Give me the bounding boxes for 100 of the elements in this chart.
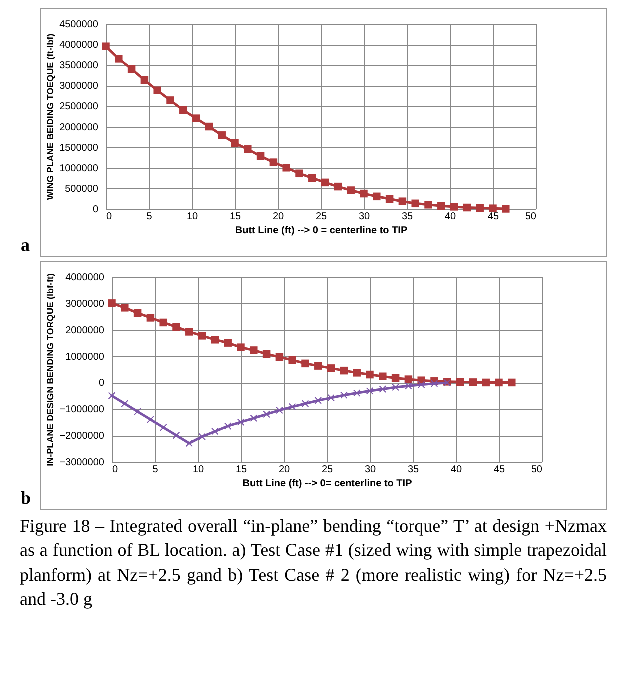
- point: [237, 344, 245, 352]
- point: [160, 318, 168, 327]
- x-tick-label: 10: [186, 212, 198, 222]
- point: [121, 304, 129, 312]
- point: [224, 422, 232, 430]
- point: [296, 170, 304, 178]
- point: [353, 390, 361, 397]
- point: [115, 55, 123, 63]
- point: [134, 408, 142, 416]
- point: [180, 106, 188, 114]
- point: [386, 195, 394, 204]
- x-tick-label: 25: [322, 464, 334, 476]
- x-axis-title: Butt Line (ft) --> 0= centerline to TIP: [242, 478, 413, 490]
- y-tick-label: −1000000: [60, 404, 105, 416]
- point: [263, 410, 270, 418]
- point: [463, 204, 472, 212]
- point: [211, 336, 220, 344]
- point: [404, 376, 413, 384]
- text: a: [21, 235, 30, 256]
- point: [172, 323, 180, 332]
- point: [360, 190, 368, 198]
- point: [186, 328, 194, 336]
- y-tick-label: 3000000: [60, 81, 99, 92]
- point: [128, 65, 136, 74]
- point: [366, 370, 374, 379]
- x-tick-label: 30: [358, 212, 370, 222]
- point: [288, 356, 296, 364]
- y-tick-label: 3500000: [60, 60, 99, 72]
- point: [476, 204, 484, 212]
- x-tick-label: 15: [236, 464, 248, 476]
- point: [154, 86, 162, 94]
- point: [218, 132, 226, 140]
- point: [121, 400, 129, 408]
- point: [456, 378, 464, 386]
- point: [198, 433, 206, 441]
- y-tick-label: 3000000: [66, 298, 105, 310]
- y-tick-label: 2500000: [60, 102, 99, 113]
- point: [334, 182, 342, 191]
- point: [276, 406, 284, 414]
- point: [147, 416, 154, 424]
- y-axis-title: IN-PLANE DESIGN BENDING TORQUE (lbf-ft): [46, 274, 56, 466]
- point: [231, 139, 239, 148]
- x-tick-label: 5: [152, 464, 159, 476]
- point: [489, 204, 497, 212]
- x-tick-label: 0: [106, 212, 112, 222]
- point: [438, 202, 446, 210]
- point: [430, 380, 438, 388]
- point: [108, 300, 116, 308]
- point: [353, 369, 361, 377]
- point: [379, 386, 387, 393]
- point: [198, 332, 206, 340]
- point: [340, 366, 348, 375]
- point: [276, 353, 284, 362]
- x-tick-label: 50: [525, 212, 537, 222]
- x-tick-label: 50: [531, 464, 543, 476]
- caption: Figure 18 – Integrated overall “in-plane” bending “torque” T’ at design +Nzmax as a function of BL location. a) Test Case #1 (sized wing with simple trapezoidal planform) at Nz=+2.5 gand b) Test Case # 2 (more realistic wing) for Nz=+2.5 and -3.0 g: [20, 515, 607, 611]
- point: [172, 432, 180, 440]
- y-tick-label: 4000000: [60, 40, 99, 52]
- point: [412, 200, 420, 208]
- point: [282, 164, 290, 172]
- point: [327, 364, 336, 372]
- point: [250, 346, 258, 354]
- x-tick-label: 20: [278, 464, 290, 476]
- point: [347, 186, 355, 194]
- point: [308, 174, 316, 182]
- point: [224, 339, 232, 347]
- point: [482, 378, 490, 387]
- point: [302, 400, 310, 408]
- x-tick-label: 10: [192, 464, 204, 476]
- y-tick-label: −3000000: [60, 458, 105, 468]
- y-tick-label: 0: [98, 378, 105, 390]
- point: [314, 362, 322, 370]
- x-tick-label: 15: [230, 212, 242, 222]
- point: [237, 418, 245, 426]
- point: [212, 428, 219, 436]
- x-tick-label: 0: [112, 464, 118, 476]
- point: [418, 381, 426, 388]
- x-tick-label: 45: [494, 464, 506, 476]
- point: [302, 360, 310, 368]
- y-tick-label: 500000: [65, 184, 99, 195]
- point: [160, 424, 168, 432]
- point: [244, 146, 252, 154]
- x-tick-label: 35: [402, 212, 414, 222]
- text: b: [21, 488, 32, 509]
- point: [379, 372, 387, 381]
- point: [134, 309, 142, 318]
- x-tick-label: 45: [488, 212, 500, 222]
- point: [270, 158, 278, 166]
- point: [140, 76, 149, 84]
- point: [502, 205, 510, 213]
- point: [405, 382, 412, 390]
- point: [192, 114, 200, 122]
- point: [398, 198, 407, 206]
- point: [108, 392, 116, 400]
- point: [314, 397, 322, 404]
- x-tick-label: 40: [450, 464, 462, 476]
- point: [508, 378, 516, 387]
- point: [146, 314, 155, 322]
- point: [321, 178, 330, 187]
- x-tick-label: 25: [316, 212, 328, 222]
